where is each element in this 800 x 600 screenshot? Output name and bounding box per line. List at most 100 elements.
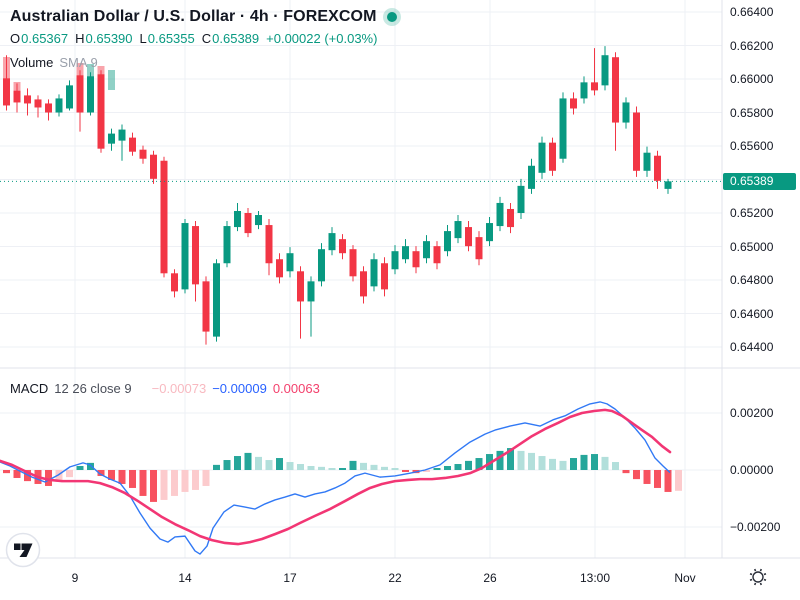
macd-histogram-bar [255, 456, 262, 470]
price-axis-label: 0.65800 [730, 105, 774, 120]
candle-body [580, 82, 588, 99]
macd-histogram-bar [307, 466, 315, 470]
price-axis-label: 0.64600 [730, 306, 774, 321]
macd-histogram-bar [433, 468, 441, 470]
candle-body [276, 259, 283, 278]
macd-histogram-bar [570, 458, 577, 470]
candle-body [538, 142, 546, 173]
macd-axis-label: −0.00200 [730, 520, 781, 534]
candle-body [24, 95, 31, 104]
volume-label: Volume [10, 55, 54, 70]
time-axis-label: Nov [674, 571, 696, 585]
candle-body [391, 251, 399, 270]
macd-histogram-bar [66, 470, 73, 478]
price-axis-label: 0.65600 [730, 139, 774, 153]
candle-body [223, 226, 231, 264]
macd-histogram-bar [517, 450, 525, 470]
symbol-header[interactable]: Australian Dollar / U.S. Dollar · 4h · F… [10, 8, 397, 26]
low-value: 0.65355 [147, 31, 195, 46]
candle-body [643, 152, 651, 171]
macd-histogram-bar [633, 470, 640, 480]
macd-histogram-bar [87, 462, 94, 470]
macd-name: MACD [10, 381, 49, 396]
macd-signal-value: 0.00063 [272, 381, 320, 396]
low-label: L [139, 31, 147, 46]
candle-body [108, 133, 115, 144]
macd-histogram-bar [381, 466, 388, 470]
candle-body [465, 227, 472, 247]
macd-histogram-bar [244, 452, 252, 470]
macd-histogram-bar [223, 460, 231, 470]
macd-histogram-bar [549, 458, 556, 470]
candle-body [150, 154, 157, 179]
macd-histogram-bar [3, 470, 10, 474]
macd-histogram-bar [601, 456, 609, 470]
macd-histogram-bar [444, 466, 451, 470]
open-value: 0.65367 [21, 31, 69, 46]
macd-line-value: −0.00009 [212, 381, 267, 396]
candle-body [202, 281, 210, 332]
candle-body [318, 249, 325, 282]
macd-histogram-bar [297, 464, 304, 470]
candle-body [633, 112, 640, 171]
macd-legend[interactable]: MACD 12 26 close 9 −0.00073 −0.00009 0.0… [10, 381, 320, 396]
high-value: 0.65390 [85, 31, 133, 46]
volume-bar [108, 70, 115, 90]
macd-axis-label: 0.00000 [730, 463, 774, 477]
candle-body [307, 281, 315, 302]
macd-histogram-bar [664, 470, 672, 492]
high-label: H [75, 31, 85, 46]
macd-histogram-bar [160, 470, 168, 500]
candle-body [654, 155, 661, 181]
macd-histogram-bar [318, 466, 325, 470]
price-axis-label: 0.66200 [730, 38, 774, 53]
candle-body [402, 246, 409, 260]
candle-body [129, 137, 136, 152]
macd-params: 12 26 close 9 [54, 381, 132, 396]
candle-body [97, 74, 105, 149]
candle-body [45, 103, 52, 113]
macd-histogram-bar [559, 460, 567, 470]
macd-histogram-bar [370, 464, 378, 470]
time-axis-label: 9 [71, 571, 79, 585]
change-value: +0.00022 (+0.03%) [266, 31, 378, 46]
close-value: 0.65389 [212, 31, 260, 46]
macd-histogram-bar [286, 462, 294, 470]
candle-body [433, 246, 441, 264]
candle-body [444, 231, 451, 252]
macd-histogram-bar [496, 450, 504, 470]
settings-icon[interactable] [749, 568, 767, 586]
candle-body [591, 82, 598, 91]
price-axis-label: 0.66000 [730, 72, 774, 86]
macd-histogram-bar [475, 458, 483, 470]
candle-body [66, 85, 73, 109]
macd-histogram-bar [45, 470, 52, 486]
macd-histogram-bar [108, 470, 115, 480]
candle-body [622, 102, 630, 123]
macd-histogram-bar [265, 460, 273, 470]
macd-histogram-bar [97, 470, 105, 476]
candle-body [76, 75, 84, 113]
macd-histogram-bar [276, 458, 283, 470]
price-axis-label: 0.66400 [730, 5, 774, 19]
tradingview-logo[interactable] [5, 532, 41, 568]
macd-histogram-bar [129, 470, 136, 488]
volume-legend[interactable]: Volume SMA 9 [10, 55, 98, 70]
candle-body [328, 233, 336, 251]
candle-body [286, 253, 294, 272]
candle-body [160, 160, 168, 274]
macd-histogram-bar [139, 470, 147, 496]
price-axis-label: 0.64800 [730, 273, 774, 287]
volume-sma-label: SMA 9 [59, 55, 98, 70]
price-axis-label: 0.65000 [730, 239, 774, 254]
candle-body [601, 55, 609, 86]
candle-body [370, 259, 378, 287]
macd-axis-label: 0.00200 [730, 406, 774, 420]
time-axis-label: 13:00 [579, 571, 611, 585]
candle-body [412, 251, 420, 268]
macd-histogram-bar [402, 470, 409, 472]
macd-histogram-bar [181, 470, 189, 492]
candle-body [528, 165, 535, 189]
